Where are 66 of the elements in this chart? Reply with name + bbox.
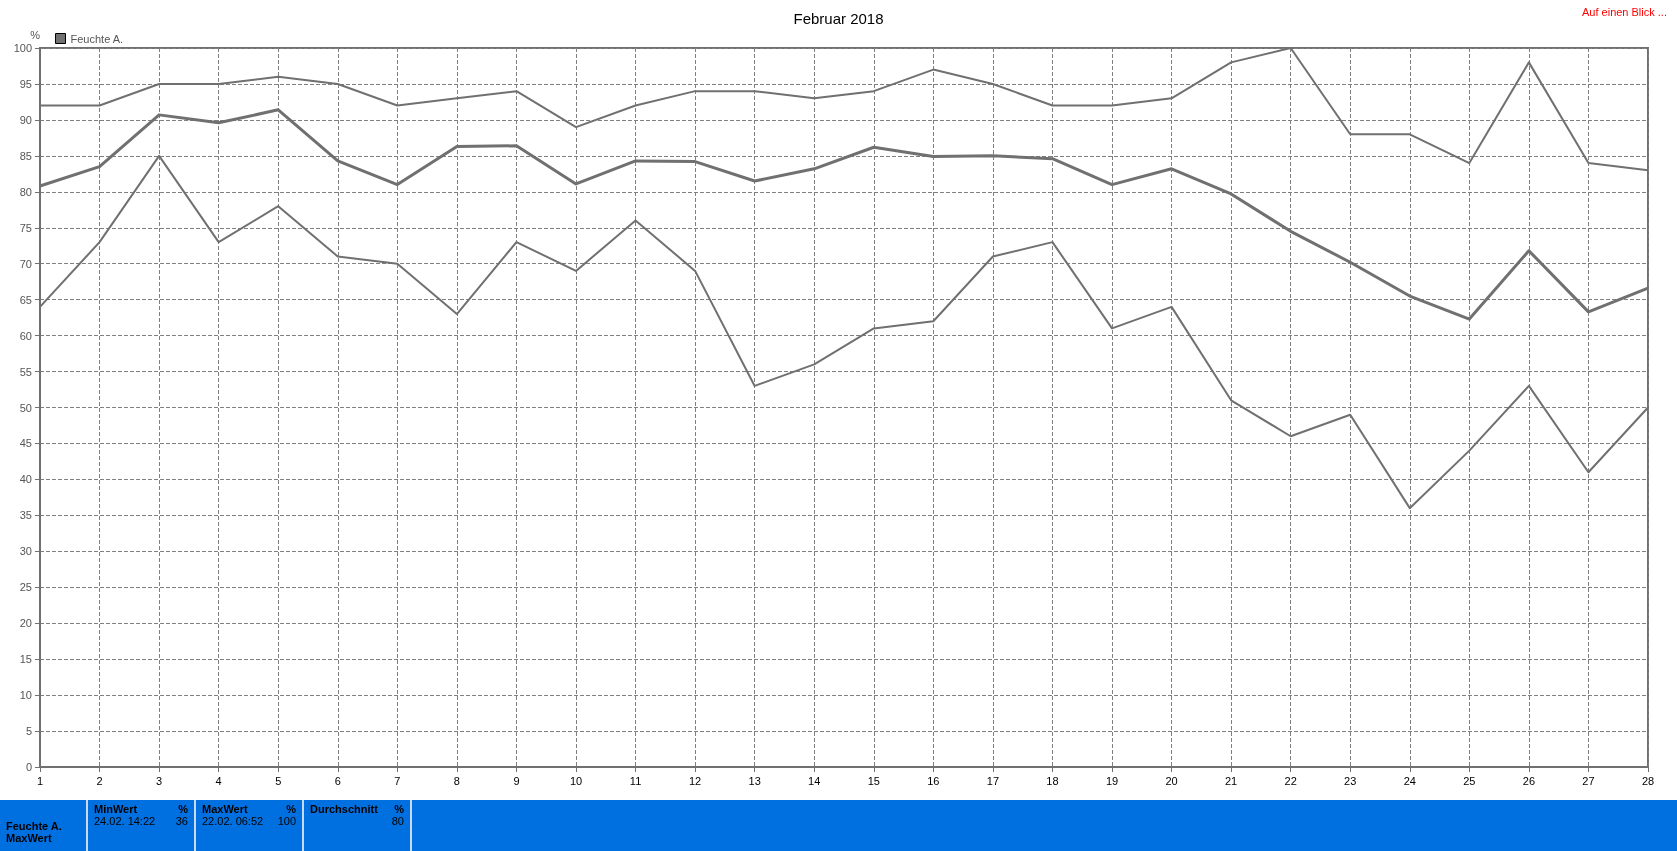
x-tick-label: 15	[867, 774, 880, 787]
text: %	[286, 803, 296, 815]
text: MinWert	[94, 803, 138, 815]
x-tick-label: 6	[334, 774, 341, 787]
text: Feuchte A.	[6, 820, 63, 832]
x-tick-label: 24	[1403, 774, 1416, 787]
x-tick-label: 12	[688, 774, 702, 787]
x-tick-label: 5	[275, 774, 282, 787]
x-tick-label: 13	[748, 774, 761, 787]
x-tick-label: 9	[513, 774, 520, 787]
y-tick-label: 50	[19, 401, 32, 414]
x-tick-label: 25	[1463, 774, 1476, 787]
x-tick-label: 1	[36, 774, 44, 787]
y-tick-label: 10	[19, 689, 32, 702]
y-tick-label: 20	[19, 617, 32, 630]
y-tick-label: 5	[25, 725, 32, 738]
text: MaxWert	[6, 832, 53, 844]
y-tick-label: 75	[19, 221, 32, 234]
x-tick-label: 28	[1641, 774, 1655, 787]
x-tick-label: 27	[1582, 774, 1595, 787]
y-tick-label: 95	[19, 77, 32, 90]
text: 36	[175, 815, 188, 827]
y-tick-label: 30	[19, 545, 32, 558]
x-tick-label: 10	[569, 774, 583, 787]
x-tick-label: 4	[215, 774, 222, 787]
text: %	[178, 803, 188, 815]
x-tick-label: 23	[1344, 774, 1357, 787]
x-tick-label: 20	[1165, 774, 1178, 787]
text: %	[394, 803, 404, 815]
text: 24.02. 14:22	[94, 815, 156, 827]
y-tick-label: 40	[19, 473, 32, 486]
y-tick-label: 65	[19, 293, 32, 306]
text: Durchschnitt	[310, 803, 378, 815]
text: MaxWert	[202, 803, 248, 815]
x-tick-label: 19	[1105, 774, 1119, 787]
y-tick-label: 35	[19, 509, 32, 522]
x-tick-label: 3	[156, 774, 163, 787]
y-tick-label: 80	[19, 185, 32, 198]
y-tick-label: 45	[19, 437, 32, 450]
x-tick-label: 2	[96, 774, 103, 787]
y-tick-label: 15	[19, 653, 32, 666]
y-tick-label: 90	[19, 113, 32, 126]
x-tick-label: 18	[1046, 774, 1059, 787]
legend-label: Feuchte A.	[70, 32, 124, 45]
text: 80	[391, 815, 404, 827]
x-tick-label: 21	[1224, 774, 1238, 787]
y-tick-label: 70	[19, 257, 32, 270]
text: Auf einen Blick ...	[1582, 6, 1667, 18]
x-tick-label: 17	[986, 774, 1000, 787]
y-tick-label: 60	[19, 329, 32, 342]
text: 22.02. 06:52	[202, 815, 264, 827]
y-tick-label: 55	[19, 365, 32, 378]
y-tick-label: 25	[19, 581, 32, 594]
y-axis-title: %	[30, 28, 41, 41]
text: 100	[277, 815, 296, 827]
x-tick-label: 26	[1522, 774, 1536, 787]
x-tick-label: 8	[453, 774, 460, 787]
chart-title: Februar 2018	[793, 10, 884, 27]
y-tick-label: 0	[25, 761, 32, 773]
x-tick-label: 7	[394, 774, 401, 787]
y-tick-label: 85	[19, 149, 32, 162]
x-tick-label: 16	[927, 774, 940, 787]
x-tick-label: 11	[629, 774, 642, 787]
x-tick-label: 22	[1284, 774, 1297, 787]
y-tick-label: 100	[13, 42, 32, 54]
x-tick-label: 14	[808, 774, 821, 787]
